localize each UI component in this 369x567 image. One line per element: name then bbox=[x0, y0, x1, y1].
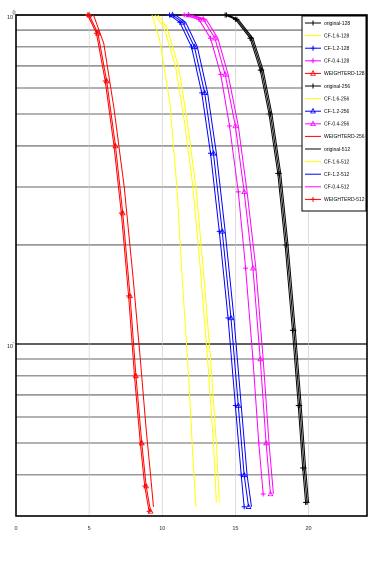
legend-label: original-512 bbox=[324, 147, 350, 153]
data-point bbox=[191, 43, 198, 50]
series-line bbox=[93, 14, 154, 507]
series-line bbox=[87, 14, 150, 512]
legend-label: CF-1.6-128 bbox=[324, 33, 350, 39]
series-WEIGHTERD-512 bbox=[85, 12, 152, 514]
series-line bbox=[88, 14, 152, 512]
series-line bbox=[157, 14, 220, 503]
series-CF-0.4-256 bbox=[185, 11, 274, 497]
series-CF-1.2-256 bbox=[169, 11, 252, 509]
data-point bbox=[179, 18, 186, 25]
legend-label: WEIGHTERD-128 bbox=[324, 71, 365, 77]
legend-label: WEIGHTERD-256 bbox=[324, 134, 365, 140]
series-line bbox=[191, 14, 274, 495]
data-point bbox=[263, 439, 270, 446]
series-line bbox=[175, 14, 252, 507]
legend-label: original-128 bbox=[324, 21, 350, 27]
series-CF-1.2-512 bbox=[175, 14, 252, 507]
data-point bbox=[235, 402, 242, 408]
legend-label: CF-1.6-256 bbox=[324, 96, 350, 102]
series-CF-1.6-128 bbox=[151, 14, 197, 507]
x-tick-label: 0 bbox=[14, 526, 17, 532]
y-tick-label: 10 bbox=[7, 15, 13, 21]
legend-label: CF-1.2-512 bbox=[324, 172, 350, 178]
series-original-512 bbox=[227, 14, 309, 503]
data-point bbox=[185, 11, 192, 18]
data-point bbox=[257, 355, 264, 362]
legend-entry: CF-1.2-256 bbox=[305, 107, 350, 115]
series-line bbox=[172, 14, 250, 507]
legend-label: CF-0.4-256 bbox=[324, 122, 350, 128]
legend-label: CF-1.2-128 bbox=[324, 46, 350, 52]
data-point bbox=[232, 122, 239, 129]
legend-label: WEIGHTERD-512 bbox=[324, 197, 365, 203]
legend-label: CF-0.4-512 bbox=[324, 185, 350, 191]
series-CF-0.4-128 bbox=[181, 12, 266, 497]
series-line bbox=[169, 14, 245, 507]
data-point bbox=[245, 503, 252, 509]
x-tick-label: 15 bbox=[232, 526, 238, 532]
legend-label: CF-1.2-256 bbox=[324, 109, 350, 115]
data-point bbox=[241, 471, 248, 478]
legend-entry: CF-1.6-256 bbox=[305, 96, 350, 102]
data-point bbox=[267, 490, 274, 497]
legend-entry: CF-0.4-128 bbox=[305, 58, 350, 65]
legend-entry: WEIGHTERD-256 bbox=[305, 134, 365, 140]
y-tick-label: 10 bbox=[7, 344, 13, 350]
series-CF-1.6-512 bbox=[157, 14, 220, 503]
data-point bbox=[228, 314, 234, 321]
series-group bbox=[85, 11, 310, 514]
series-line bbox=[154, 14, 217, 503]
series-CF-0.4-512 bbox=[191, 14, 274, 495]
legend: original-128 CF-1.6-128 CF-1.2-128 CF-0.4-1… bbox=[301, 15, 367, 212]
data-point bbox=[249, 264, 256, 271]
series-CF-1.6-256 bbox=[154, 14, 217, 503]
legend-entry: CF-0.4-512 bbox=[305, 185, 350, 191]
y-tick-exponent: -1 bbox=[13, 339, 18, 345]
legend-entry: CF-1.2-512 bbox=[305, 172, 350, 178]
legend-label: original-256 bbox=[324, 84, 350, 90]
legend-entry: CF-1.6-512 bbox=[305, 159, 350, 165]
x-tick-label: 10 bbox=[159, 526, 165, 532]
legend-entry: CF-0.4-256 bbox=[305, 120, 350, 128]
data-point bbox=[210, 149, 217, 156]
data-point bbox=[211, 34, 218, 41]
data-point bbox=[201, 89, 208, 96]
data-point bbox=[222, 70, 229, 77]
series-WEIGHTERD-256 bbox=[93, 14, 154, 507]
legend-entry: WEIGHTERD-128 bbox=[305, 69, 365, 77]
legend-entry: original-256 bbox=[305, 83, 350, 90]
data-point bbox=[219, 227, 226, 234]
legend-marker bbox=[310, 107, 316, 114]
series-original-256 bbox=[224, 12, 310, 505]
x-tick-label: 5 bbox=[88, 526, 91, 532]
legend-entry: WEIGHTERD-512 bbox=[305, 196, 365, 203]
legend-entry: CF-1.2-128 bbox=[305, 45, 350, 52]
data-point bbox=[241, 188, 248, 195]
y-tick-exponent: 0 bbox=[13, 11, 16, 17]
legend-entry: CF-1.6-128 bbox=[305, 33, 350, 39]
legend-marker bbox=[310, 69, 316, 76]
legend-entry: original-512 bbox=[305, 147, 350, 153]
data-point bbox=[169, 11, 176, 18]
legend-entry: original-128 bbox=[305, 20, 350, 27]
series-line bbox=[188, 14, 271, 495]
legend-marker bbox=[310, 120, 316, 126]
legend-label: CF-0.4-128 bbox=[324, 59, 350, 65]
series-line bbox=[184, 14, 264, 495]
series-line bbox=[227, 14, 309, 503]
legend-label: CF-1.6-512 bbox=[324, 159, 350, 165]
series-line bbox=[151, 14, 197, 507]
x-tick-label: 20 bbox=[305, 526, 311, 532]
